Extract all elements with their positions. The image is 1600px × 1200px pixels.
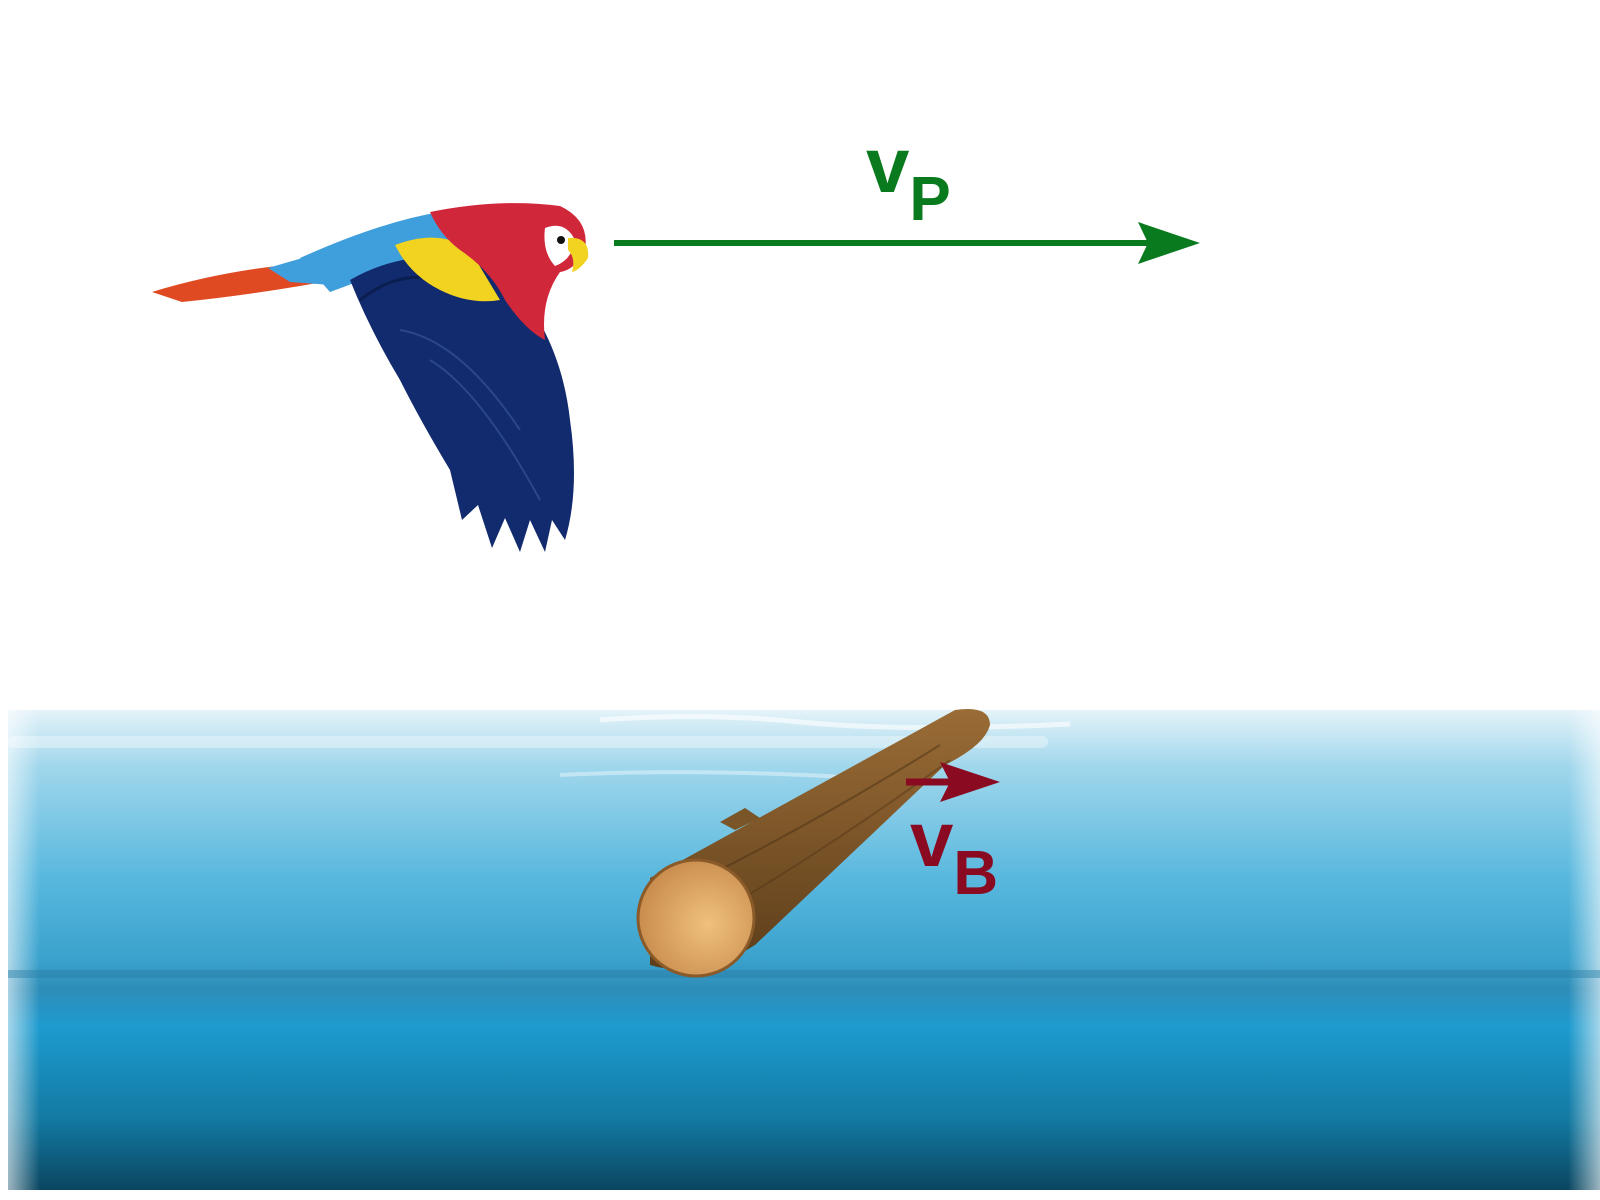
- parrot-velocity-subscript: P: [909, 165, 950, 234]
- water-surface: [8, 710, 1600, 1190]
- parrot-velocity-vector: vP: [614, 121, 1200, 264]
- log-icon: [636, 709, 990, 978]
- log-velocity-symbol: v: [910, 795, 954, 883]
- parrot-velocity-arrowhead: [1138, 222, 1200, 264]
- log-velocity-vector: vB: [906, 762, 1000, 908]
- log-velocity-arrowhead: [940, 762, 1000, 802]
- parrot-velocity-symbol: v: [866, 121, 910, 209]
- log-velocity-subscript: B: [953, 839, 998, 908]
- parrot-icon: [152, 203, 589, 552]
- log-velocity-label: vB: [910, 795, 998, 908]
- parrot-velocity-label: vP: [866, 121, 951, 234]
